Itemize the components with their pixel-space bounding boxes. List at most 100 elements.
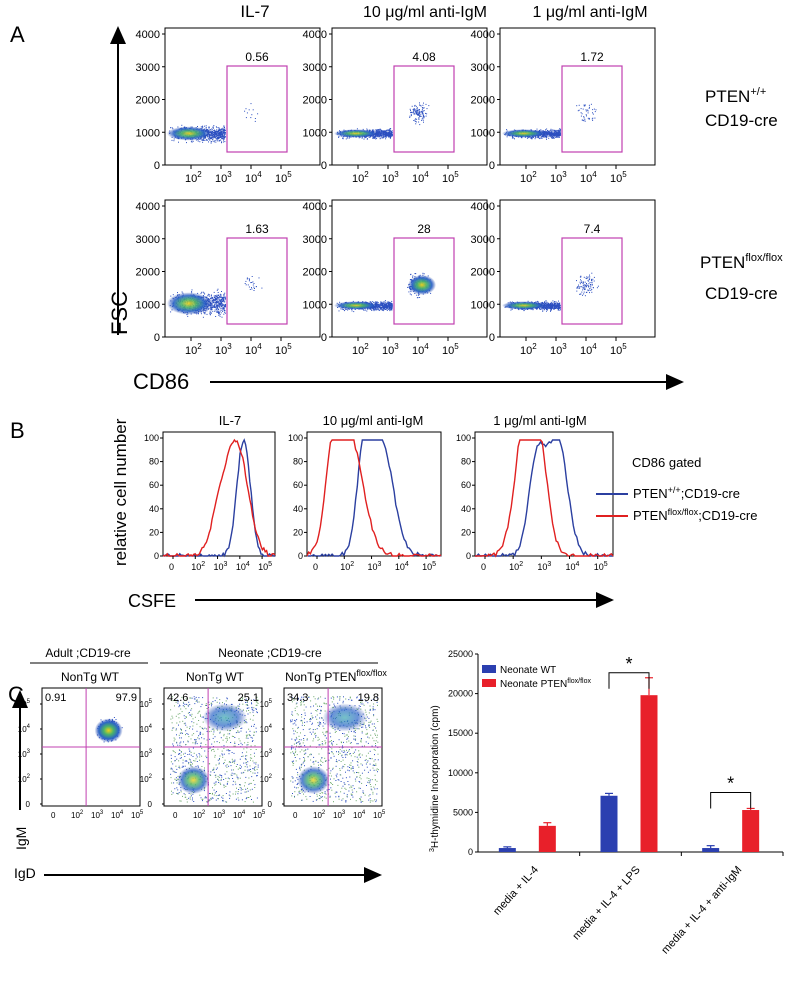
event-dot: [543, 130, 545, 132]
event-dot: [219, 301, 221, 303]
event-dot: [383, 130, 385, 132]
event-dot: [223, 298, 225, 300]
event-dot: [376, 301, 378, 303]
event-dot: [583, 105, 585, 107]
event-dot: [379, 305, 381, 307]
event-dot: [555, 131, 557, 133]
event-dot: [582, 282, 584, 284]
event-dot: [579, 283, 581, 285]
event-dot: [372, 137, 374, 139]
event-dot: [369, 301, 371, 303]
event-dot: [557, 307, 559, 309]
event-dot: [592, 278, 594, 280]
event-dot: [197, 313, 199, 315]
event-dot: [578, 284, 579, 286]
event-dot: [530, 137, 532, 138]
event-dot: [420, 105, 422, 107]
event-dot: [386, 304, 388, 306]
event-dot: [215, 297, 217, 299]
event-dot: [589, 278, 591, 280]
event-dot: [217, 307, 218, 309]
event-dot: [551, 133, 553, 135]
event-dot: [423, 116, 425, 118]
y-tick-label: 0: [154, 160, 160, 172]
x-tick-label: 102: [520, 342, 537, 357]
event-dot: [191, 141, 193, 143]
event-dot: [344, 309, 346, 311]
event-dot: [200, 126, 202, 128]
event-dot: [214, 310, 216, 312]
event-dot: [221, 135, 223, 137]
x-tick-label: 102: [352, 342, 369, 357]
event-dot: [587, 110, 589, 112]
event-dot: [214, 132, 216, 134]
event-dot: [410, 294, 412, 296]
event-dot: [557, 130, 559, 132]
event-dot: [391, 309, 393, 311]
event-dot: [218, 132, 220, 133]
event-dot: [212, 127, 214, 129]
event-dot: [388, 306, 390, 308]
event-dot: [416, 110, 417, 112]
event-dot: [225, 297, 226, 299]
event-dot: [550, 133, 552, 135]
event-dot: [391, 134, 393, 135]
event-dot: [385, 136, 387, 138]
event-dot: [208, 137, 210, 139]
event-dot: [559, 132, 561, 134]
event-dot: [375, 302, 377, 304]
event-dot: [422, 117, 424, 119]
event-dot: [542, 135, 544, 137]
event-dot: [376, 307, 378, 309]
event-dot: [222, 298, 223, 300]
event-dot: [347, 309, 349, 311]
event-dot: [223, 304, 225, 306]
event-dot: [554, 304, 556, 306]
event-dot: [378, 134, 379, 136]
event-dot: [212, 300, 214, 302]
event-dot: [552, 132, 554, 134]
event-dot: [212, 134, 214, 136]
event-dot: [362, 128, 364, 130]
event-dot: [170, 127, 171, 129]
event-dot: [216, 295, 218, 297]
event-dot: [417, 115, 419, 116]
event-dot: [536, 301, 538, 303]
event-dot: [422, 110, 424, 112]
event-dot: [390, 136, 392, 138]
event-dot: [201, 139, 203, 141]
event-dot: [344, 310, 345, 312]
event-dot: [211, 135, 213, 137]
event-dot: [204, 125, 206, 127]
event-dot: [580, 108, 582, 110]
density-core: [502, 129, 546, 138]
event-dot: [390, 304, 392, 306]
event-dot: [223, 130, 225, 132]
event-dot: [578, 109, 580, 111]
x-tick-label: 102: [509, 561, 523, 572]
event-dot: [251, 287, 252, 289]
event-dot: [223, 308, 225, 310]
event-dot: [220, 130, 222, 132]
event-dot: [415, 123, 417, 125]
event-dot: [581, 280, 582, 282]
event-dot: [210, 305, 212, 307]
event-dot: [384, 300, 386, 302]
event-dot: [591, 289, 593, 290]
event-dot: [381, 303, 383, 305]
event-dot: [545, 303, 547, 305]
gate-value: 1.63: [245, 222, 269, 236]
event-dot: [223, 313, 225, 315]
event-dot: [587, 285, 589, 287]
event-dot: [210, 308, 212, 310]
event-dot: [592, 117, 594, 119]
event-dot: [547, 309, 548, 311]
event-dot: [385, 130, 387, 132]
event-dot: [224, 134, 226, 136]
event-dot: [191, 289, 193, 291]
event-dot: [421, 119, 423, 121]
event-dot: [379, 307, 381, 309]
event-dot: [373, 308, 375, 310]
event-dot: [583, 116, 585, 118]
event-dot: [585, 114, 587, 116]
